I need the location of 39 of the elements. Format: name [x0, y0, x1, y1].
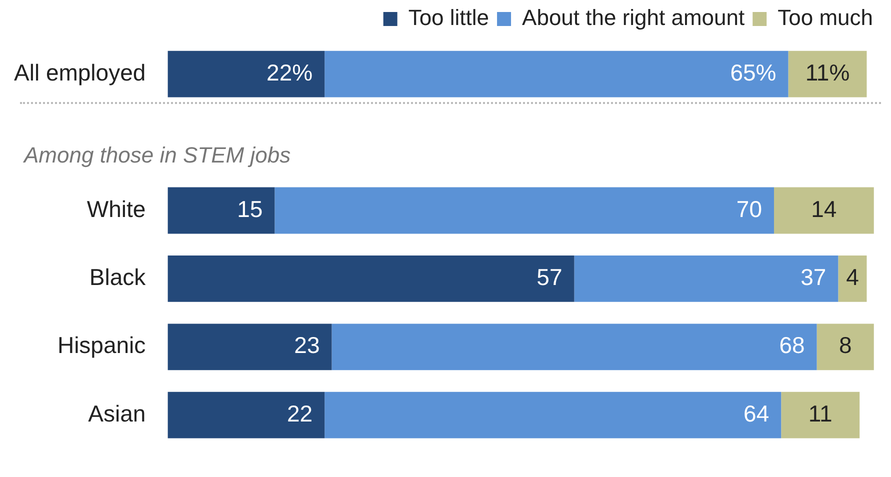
bar	[781, 392, 860, 438]
data-label: 70	[736, 196, 762, 222]
bar	[168, 256, 574, 302]
data-label: 15	[237, 196, 263, 222]
legend-label: Too much	[778, 5, 874, 30]
data-label: 64	[744, 400, 770, 426]
data-label: 8	[838, 332, 852, 358]
bar	[274, 187, 774, 234]
data-label: 11%	[805, 59, 850, 86]
legend-label: About the right amount	[522, 5, 745, 30]
data-label: 23	[294, 332, 320, 358]
y-tick-label: Asian	[88, 400, 146, 426]
bar	[168, 187, 275, 234]
bar	[168, 324, 332, 370]
data-label: 68	[779, 332, 805, 358]
data-label: 11	[808, 400, 832, 426]
data-label: 14	[811, 196, 837, 222]
y-tick-label: All employed	[14, 59, 146, 86]
bar	[324, 50, 788, 98]
bar	[574, 256, 838, 302]
data-label: 65%	[730, 59, 776, 86]
data-label: 37	[800, 264, 826, 290]
bar	[332, 324, 817, 370]
data-label: 4	[846, 264, 860, 290]
data-label: 22%	[266, 59, 313, 86]
y-tick-label: White	[86, 196, 146, 222]
legend-label: Too little	[408, 5, 490, 30]
data-label: 22	[287, 400, 313, 426]
bar	[788, 50, 867, 98]
y-tick-label: Hispanic	[57, 332, 146, 358]
bar	[774, 187, 874, 234]
bar	[324, 392, 782, 438]
annotation: Among those in STEM jobs	[22, 142, 291, 168]
bar	[838, 256, 867, 302]
bar	[816, 324, 874, 370]
data-label: 57	[536, 264, 562, 290]
bar	[168, 392, 325, 438]
y-tick-label: Black	[89, 264, 146, 290]
bar	[168, 50, 325, 98]
